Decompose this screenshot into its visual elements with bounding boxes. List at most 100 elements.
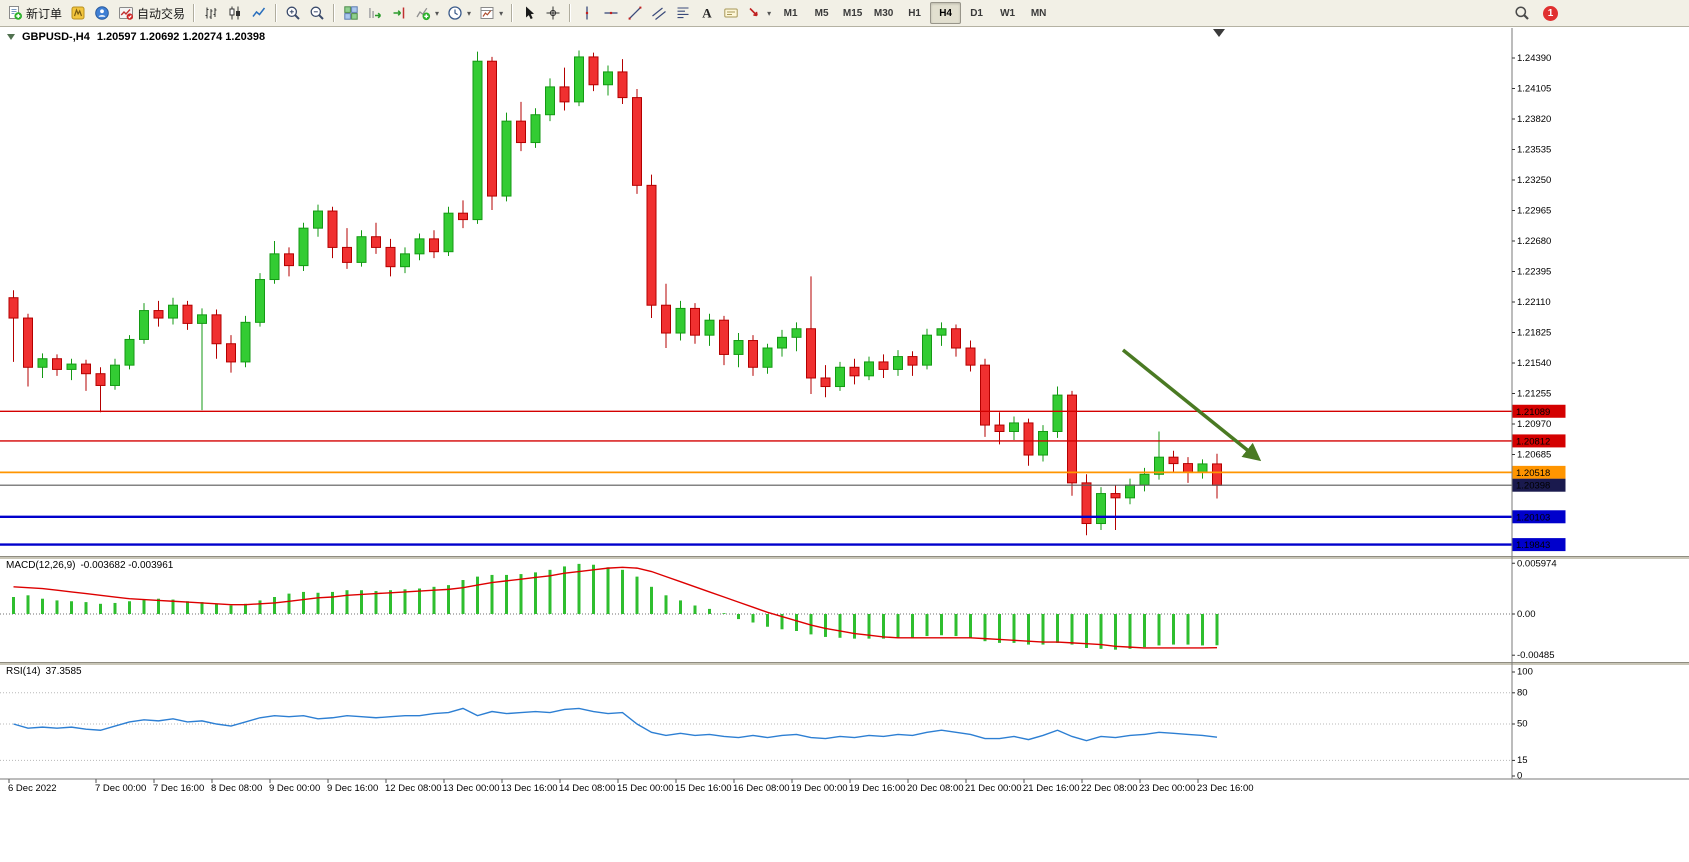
candle xyxy=(23,313,33,387)
time-axis-label: 14 Dec 08:00 xyxy=(559,783,616,794)
trend-arrow[interactable] xyxy=(1121,348,1262,462)
chart-ohlc-values: 1.20597 1.20692 1.20274 1.20398 xyxy=(96,31,266,43)
timeframe-d1-button[interactable]: D1 xyxy=(970,7,983,19)
bar-chart-button[interactable] xyxy=(199,2,223,24)
search-button[interactable] xyxy=(1510,2,1534,24)
time-axis-label: 20 Dec 08:00 xyxy=(907,783,964,794)
candle xyxy=(603,65,613,96)
indicators-button[interactable]: ▾ xyxy=(411,2,443,24)
templates-button[interactable]: ▾ xyxy=(475,2,507,24)
timeframe-m1-button[interactable]: M1 xyxy=(783,7,798,19)
candlestick-icon xyxy=(227,5,243,21)
vertical-line-button[interactable] xyxy=(575,2,599,24)
rsi-value: 37.3585 xyxy=(45,666,82,677)
timeframe-mn-button[interactable]: MN xyxy=(1030,7,1047,19)
zoom-in-button[interactable] xyxy=(281,2,305,24)
candle xyxy=(777,329,787,357)
fibonacci-button[interactable] xyxy=(671,2,695,24)
time-axis-label: 9 Dec 00:00 xyxy=(269,783,320,794)
notification-badge[interactable]: 1 xyxy=(1543,5,1558,21)
horizontal-line-button[interactable] xyxy=(599,2,623,24)
rsi-axis-label: 80 xyxy=(1517,687,1528,698)
candle xyxy=(762,343,773,374)
candle xyxy=(443,206,454,256)
line-chart-button[interactable] xyxy=(247,2,271,24)
macd-values: -0.003682 -0.003961 xyxy=(80,560,174,571)
horizontal-line-icon xyxy=(603,5,619,21)
timeframe-h1-button[interactable]: H1 xyxy=(908,7,921,19)
cursor-button[interactable] xyxy=(517,2,541,24)
crosshair-button[interactable] xyxy=(541,2,565,24)
svg-text:1.19843: 1.19843 xyxy=(1516,540,1550,551)
candle xyxy=(1023,418,1034,466)
candle xyxy=(371,222,381,254)
community-button[interactable] xyxy=(90,2,114,24)
price-tick-label: 1.21540 xyxy=(1517,358,1551,369)
chart-shift-button[interactable] xyxy=(387,2,411,24)
chart-shift-icon xyxy=(391,5,407,21)
trendline-button[interactable] xyxy=(623,2,647,24)
candle xyxy=(1168,450,1179,473)
candle xyxy=(284,247,294,277)
zoom-out-button[interactable] xyxy=(305,2,329,24)
candle xyxy=(1110,484,1121,530)
candle xyxy=(516,101,526,152)
channel-button[interactable] xyxy=(647,2,671,24)
panel-separator[interactable] xyxy=(0,662,1689,665)
rsi-label: RSI(14) 37.3585 xyxy=(6,666,82,677)
candlestick-chart-button[interactable] xyxy=(223,2,247,24)
fibonacci-icon xyxy=(675,5,691,21)
price-tick-label: 1.22110 xyxy=(1517,297,1551,308)
candle xyxy=(617,59,628,105)
price-axis[interactable]: 1.24390 1.24105 1.23820 1.23535 1.23250 1.229… xyxy=(1511,28,1566,782)
rsi-axis-label: 0 xyxy=(1517,771,1522,782)
auto-scroll-icon xyxy=(367,5,383,21)
text-button[interactable]: A xyxy=(695,2,719,24)
chart-symbol: GBPUSD-,H4 xyxy=(22,31,90,43)
time-axis[interactable]: 6 Dec 2022 7 Dec 00:00 7 Dec 16:00 8 Dec 08… xyxy=(0,778,1689,794)
time-axis-label: 15 Dec 16:00 xyxy=(675,783,732,794)
timeframe-m5-button[interactable]: M5 xyxy=(814,7,829,19)
candle xyxy=(907,351,918,376)
auto-scroll-button[interactable] xyxy=(363,2,387,24)
candle xyxy=(269,240,280,284)
symbol-dropdown-icon[interactable] xyxy=(7,34,15,40)
periods-button[interactable]: ▾ xyxy=(443,2,475,24)
text-label-button[interactable] xyxy=(719,2,743,24)
new-order-button[interactable]: 新订单 xyxy=(3,2,66,24)
tile-windows-button[interactable] xyxy=(339,2,363,24)
price-tick-label: 1.24390 xyxy=(1517,53,1551,64)
candle xyxy=(240,315,251,368)
candle xyxy=(690,303,700,344)
chevron-down-icon: ▾ xyxy=(467,8,472,18)
cursor-icon xyxy=(521,5,537,21)
chart-shift-marker[interactable] xyxy=(1213,29,1225,37)
timeframe-w1-button[interactable]: W1 xyxy=(1000,7,1016,19)
timeframe-m30-button[interactable]: M30 xyxy=(873,7,894,19)
price-tag-1.20518: 1.20518 xyxy=(1512,465,1566,479)
panel-separator[interactable] xyxy=(0,556,1689,559)
line-chart-icon xyxy=(251,5,267,21)
chevron-down-icon: ▾ xyxy=(767,8,772,18)
candle xyxy=(429,230,439,259)
timeframe-toolbar: M1 M5 M15 M30 H1 H4 D1 W1 MN xyxy=(775,2,1054,24)
svg-text:A: A xyxy=(702,6,712,21)
metaeditor-button[interactable] xyxy=(66,2,90,24)
candle xyxy=(400,247,410,274)
svg-text:1.21089: 1.21089 xyxy=(1516,407,1550,418)
auto-trading-button[interactable]: 自动交易 xyxy=(114,2,189,24)
timeframe-h4-button[interactable]: H4 xyxy=(930,2,962,24)
candle xyxy=(704,313,715,346)
new-order-button-label: 新订单 xyxy=(26,6,63,21)
price-tick-label: 1.22395 xyxy=(1517,266,1551,277)
rsi-axis-label: 100 xyxy=(1517,667,1533,678)
candle xyxy=(820,365,831,398)
candle xyxy=(139,303,149,344)
arrows-button[interactable]: ▾ xyxy=(743,2,775,24)
time-axis-label: 19 Dec 16:00 xyxy=(849,783,906,794)
price-tick-label: 1.23535 xyxy=(1517,144,1551,155)
macd-histogram xyxy=(12,563,1219,650)
timeframe-m15-button[interactable]: M15 xyxy=(842,7,863,19)
candle xyxy=(1139,467,1150,492)
